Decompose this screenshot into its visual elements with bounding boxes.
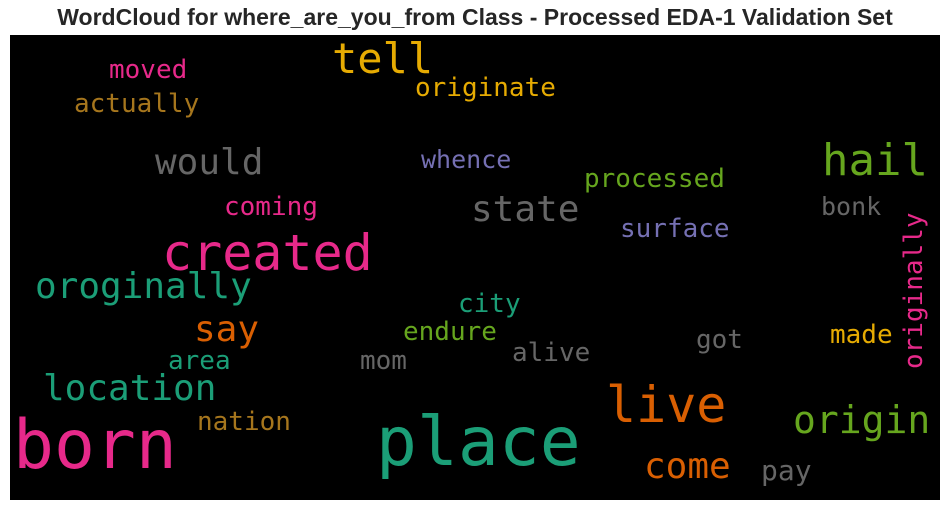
word-cloud: moved tell actually originate would when… — [10, 35, 940, 500]
word-area: area — [168, 346, 231, 376]
word-origin: origin — [793, 398, 931, 442]
word-originally: originally — [899, 212, 929, 369]
word-moved: moved — [109, 55, 188, 85]
word-got: got — [696, 325, 743, 355]
word-oroginally: oroginally — [35, 266, 252, 307]
word-say: say — [194, 309, 260, 350]
word-bonk: bonk — [821, 192, 882, 221]
word-coming: coming — [224, 192, 318, 222]
word-would: would — [155, 142, 264, 183]
word-processed: processed — [584, 164, 725, 194]
word-endure: endure — [403, 317, 497, 347]
word-originate: originate — [415, 73, 556, 103]
word-city: city — [458, 289, 521, 319]
word-place: place — [376, 403, 581, 482]
page-title: WordCloud for where_are_you_from Class -… — [57, 4, 893, 30]
word-live: live — [606, 376, 727, 434]
word-mom: mom — [360, 346, 407, 376]
word-created: created — [162, 224, 373, 282]
word-state: state — [471, 189, 580, 230]
word-actually: actually — [74, 89, 200, 119]
word-come: come — [644, 446, 731, 487]
word-born: born — [13, 406, 177, 485]
word-nation: nation — [197, 407, 291, 437]
word-tell: tell — [332, 35, 434, 83]
word-location: location — [43, 368, 217, 409]
word-hail: hail — [822, 135, 928, 186]
word-pay: pay — [761, 454, 812, 487]
word-alive: alive — [512, 338, 591, 368]
word-made: made — [830, 320, 893, 350]
word-surface: surface — [620, 214, 730, 244]
word-whence: whence — [421, 145, 512, 174]
